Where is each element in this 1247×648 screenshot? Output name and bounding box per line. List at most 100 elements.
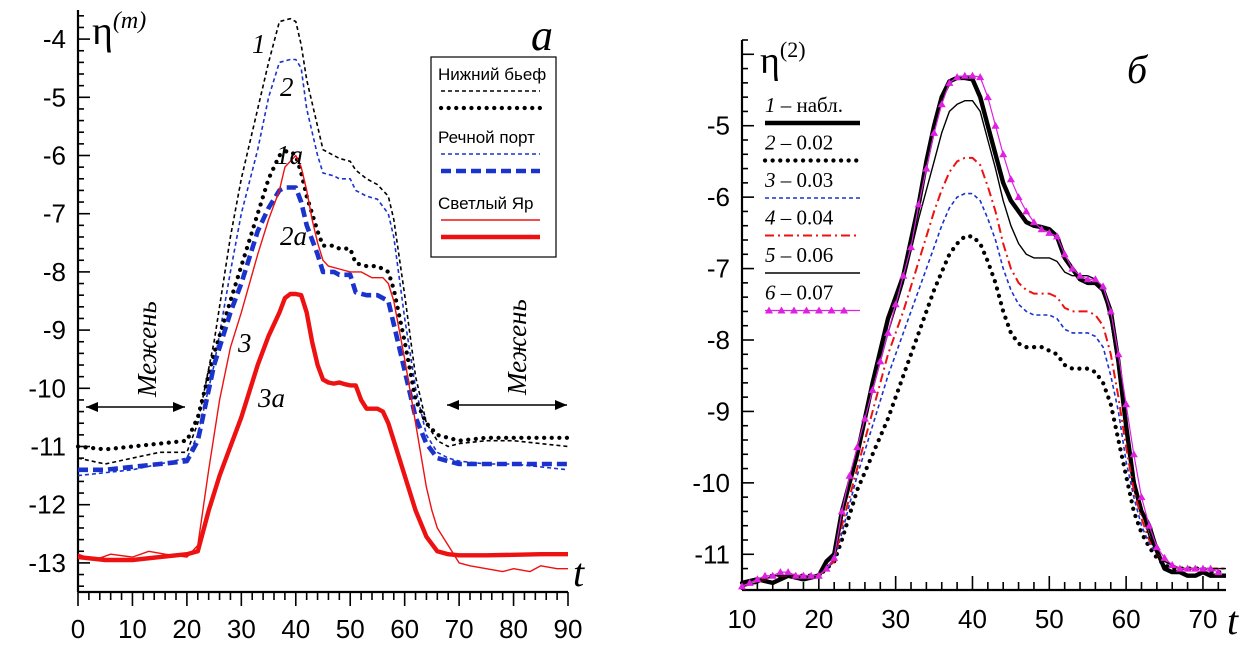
series-marker-6 xyxy=(738,582,746,590)
x-tick-label: 10 xyxy=(118,614,147,644)
series-marker-6 xyxy=(883,328,892,336)
series-marker-6 xyxy=(1106,307,1115,315)
series-marker-6 xyxy=(1168,561,1177,568)
series-marker-6 xyxy=(860,414,869,422)
curve-label: 3 xyxy=(237,328,252,358)
x-tick-label: 70 xyxy=(445,614,474,644)
series-marker-6 xyxy=(876,357,885,365)
curve-label: 1а xyxy=(276,140,303,170)
x-tick-label: 40 xyxy=(958,604,987,634)
x-tick-label: 20 xyxy=(172,614,201,644)
curve-label: 1 xyxy=(252,29,266,59)
legend-label: Нижний бьеф xyxy=(438,65,546,84)
x-tick-label: 70 xyxy=(1188,604,1217,634)
curve-label: 3а xyxy=(257,383,285,413)
y-axis-label: η(2) xyxy=(760,37,806,82)
arrow-head xyxy=(86,402,98,412)
series-marker-6 xyxy=(914,200,923,208)
series-marker-6 xyxy=(953,73,962,81)
series-marker-6 xyxy=(1206,564,1215,572)
series-line-5 xyxy=(741,100,1226,588)
y-tick-label: -5 xyxy=(707,111,730,141)
x-tick-label: 30 xyxy=(227,614,256,644)
series-marker-6 xyxy=(745,578,754,586)
legend-label: 4 – 0.04 xyxy=(765,206,834,230)
series-marker-6 xyxy=(1091,275,1100,283)
legend-marker xyxy=(827,306,836,314)
series-marker-6 xyxy=(907,243,916,251)
series-line-3а xyxy=(77,291,568,563)
curve-label: 2 xyxy=(280,72,294,102)
x-tick-label: 30 xyxy=(881,604,910,634)
y-axis-label: η(m) xyxy=(92,8,146,53)
series-marker-6 xyxy=(968,71,977,79)
y-tick-label: -10 xyxy=(28,373,66,403)
y-tick-label: -9 xyxy=(43,315,66,345)
series-marker-6 xyxy=(799,571,808,579)
series-marker-6 xyxy=(1114,350,1123,358)
series-marker-6 xyxy=(1198,564,1207,572)
series-marker-6 xyxy=(1145,521,1154,529)
series-marker-6 xyxy=(983,93,992,101)
legend-label: 6 – 0.07 xyxy=(765,281,833,305)
arrow-head xyxy=(555,400,567,410)
series-marker-6 xyxy=(1076,271,1085,279)
series-marker-6 xyxy=(1083,275,1092,283)
series-marker-6 xyxy=(807,571,816,579)
series-marker-6 xyxy=(791,571,800,579)
series-marker-6 xyxy=(976,73,985,81)
x-tick-label: 10 xyxy=(728,604,757,634)
x-tick-label: 60 xyxy=(1112,604,1141,634)
series-line-3 xyxy=(77,154,568,573)
series-marker-6 xyxy=(999,150,1008,158)
arrow-head xyxy=(447,400,459,410)
legend-marker xyxy=(790,306,798,314)
y-tick-label: -8 xyxy=(43,257,66,287)
y-tick-label: -6 xyxy=(43,141,66,171)
x-axis-label: t xyxy=(573,550,585,595)
series-marker-6 xyxy=(1068,264,1077,272)
y-tick-label: -11 xyxy=(694,539,730,569)
y-tick-label: -12 xyxy=(28,490,66,520)
series-marker-6 xyxy=(1052,232,1061,240)
arrow-head xyxy=(173,402,185,412)
series-marker-6 xyxy=(853,443,862,451)
series-line-2 xyxy=(77,58,569,477)
y-tick-label: -4 xyxy=(43,24,66,54)
series-marker-6 xyxy=(1122,400,1131,408)
legend-marker xyxy=(777,306,786,314)
series-marker-6 xyxy=(1006,175,1015,183)
legend-label: 2 – 0.02 xyxy=(765,131,833,155)
y-tick-label: -10 xyxy=(692,468,730,498)
x-tick-label: 0 xyxy=(71,614,85,644)
x-tick-label: 40 xyxy=(281,614,310,644)
series-marker-6 xyxy=(784,568,793,576)
series-marker-6 xyxy=(1022,207,1031,215)
series-marker-6 xyxy=(830,553,839,561)
legend-label: 5 – 0.06 xyxy=(765,243,833,267)
series-line-1 xyxy=(77,17,569,465)
legend-marker xyxy=(765,306,773,314)
x-tick-label: 50 xyxy=(336,614,365,644)
y-tick-label: -6 xyxy=(707,182,730,212)
series-marker-6 xyxy=(814,571,823,579)
x-tick-label: 80 xyxy=(499,614,528,644)
series-marker-6 xyxy=(868,386,877,393)
series-marker-6 xyxy=(1137,493,1146,501)
series-marker-6 xyxy=(776,568,785,576)
series-marker-6 xyxy=(991,121,1000,129)
y-tick-label: -8 xyxy=(707,325,730,355)
series-marker-6 xyxy=(1214,568,1223,576)
series-marker-6 xyxy=(822,564,831,572)
series-marker-6 xyxy=(761,571,770,579)
chart-panel-b: 10 20 30 40 50 60 70 -5 -6 -7 -8 -9 -10 -11 η(2) б t 1 – … xyxy=(692,37,1239,643)
series-marker-6 xyxy=(1014,193,1023,201)
legend-box: Нижний бьеф Речной порт Светлый Яр xyxy=(430,56,557,258)
legend-label: 1 – набл. xyxy=(765,93,843,117)
y-tick-label: -11 xyxy=(30,432,66,462)
y-tick-label: -13 xyxy=(28,548,66,578)
series-marker-6 xyxy=(960,71,969,79)
y-tick-label: -9 xyxy=(707,396,730,426)
series-marker-6 xyxy=(1037,225,1046,233)
